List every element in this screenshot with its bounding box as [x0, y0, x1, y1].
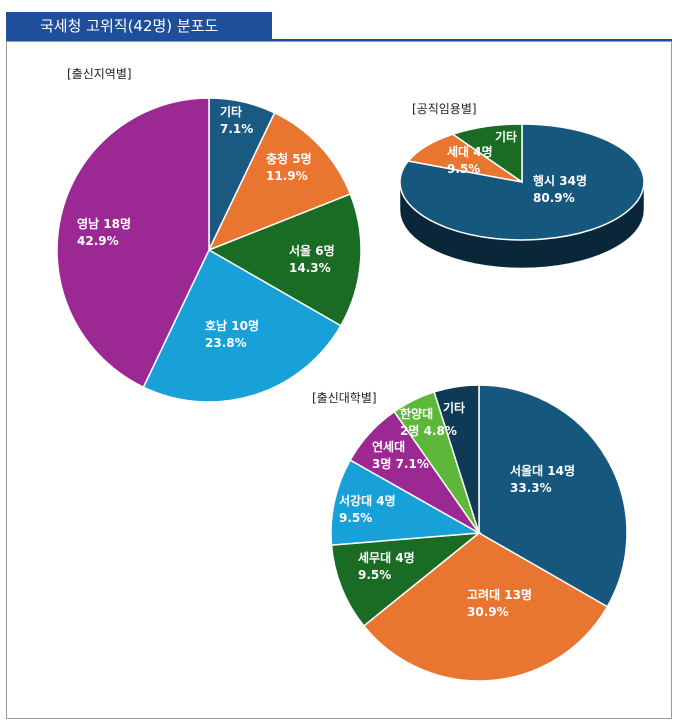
region-slice-label-1: 충청 5명	[266, 151, 312, 166]
region-slice-label-0: 7.1%	[220, 122, 253, 136]
hire-slice-label-1: 9.5%	[447, 162, 480, 176]
region-slice-3	[142, 248, 342, 403]
region-pie-chart: [출신지역별] 기타 7.1% 충청 5명 11.9% 서울 6명 14.3% 호남 10명 2…	[56, 67, 362, 403]
region-chart-title: [출신지역별]	[67, 67, 132, 81]
region-slice-label-4: 42.9%	[77, 234, 119, 248]
hire-slice-label-2: 기타	[495, 129, 517, 144]
region-slice-label-0: 기타	[220, 104, 242, 119]
region-slice-label-4: 영남 18명	[77, 216, 131, 231]
hire-slice-2	[451, 123, 523, 184]
univ-slice-1	[362, 532, 609, 682]
univ-slice-label-5: 한양대	[400, 406, 433, 421]
hire-slice-label-0: 행시 34명	[533, 173, 587, 188]
univ-slice-label-2: 세무대 4명	[358, 550, 415, 565]
univ-chart-title: [출신대학별]	[312, 391, 377, 405]
univ-slice-0	[478, 384, 628, 608]
univ-slice-6	[433, 384, 480, 534]
univ-slice-label-2: 9.5%	[358, 568, 391, 582]
page-title: 국세청 고위직(42명) 분포도	[6, 12, 272, 40]
univ-slice-label-0: 33.3%	[510, 481, 552, 495]
univ-slice-label-3: 서강대 4명	[339, 493, 396, 508]
univ-slice-label-4: 3명 7.1%	[372, 457, 429, 471]
univ-slice-label-0: 서울대 14명	[510, 463, 575, 478]
univ-slice-3	[330, 459, 482, 546]
univ-slice-label-6: 기타	[443, 400, 465, 415]
region-slice-label-2: 서울 6명	[289, 243, 335, 258]
univ-slice-2	[330, 532, 482, 627]
region-slice-label-2: 14.3%	[289, 261, 331, 275]
region-slice-label-3: 23.8%	[205, 336, 247, 350]
region-slice-4	[56, 97, 210, 389]
chart-frame	[6, 41, 672, 719]
univ-slice-label-5: 2명 4.8%	[400, 424, 457, 438]
univ-slice-label-1: 30.9%	[467, 605, 509, 619]
university-pie-chart: [출신대학별] 서울대 14명 33.3% 고려대 13명 30.9% 세무대 4명 9.5…	[312, 384, 628, 682]
region-slice-2	[207, 193, 362, 327]
hire-pie-chart: [공직임용별] 행시 34명 80.9% 세대 4명 9.5% 기타	[399, 102, 645, 269]
hire-slice-label-0: 80.9%	[533, 191, 575, 205]
hire-chart-title: [공직임용별]	[412, 102, 477, 116]
univ-slice-label-3: 9.5%	[339, 511, 372, 525]
univ-slice-label-1: 고려대 13명	[467, 587, 532, 602]
region-slice-label-1: 11.9%	[266, 169, 308, 183]
region-slice-label-3: 호남 10명	[205, 318, 259, 333]
region-slice-1	[207, 111, 352, 252]
univ-slice-label-4: 연세대	[372, 439, 405, 454]
hire-slice-label-1: 세대 4명	[447, 144, 493, 159]
title-rule	[6, 39, 672, 41]
hire-slice-0	[399, 123, 645, 241]
